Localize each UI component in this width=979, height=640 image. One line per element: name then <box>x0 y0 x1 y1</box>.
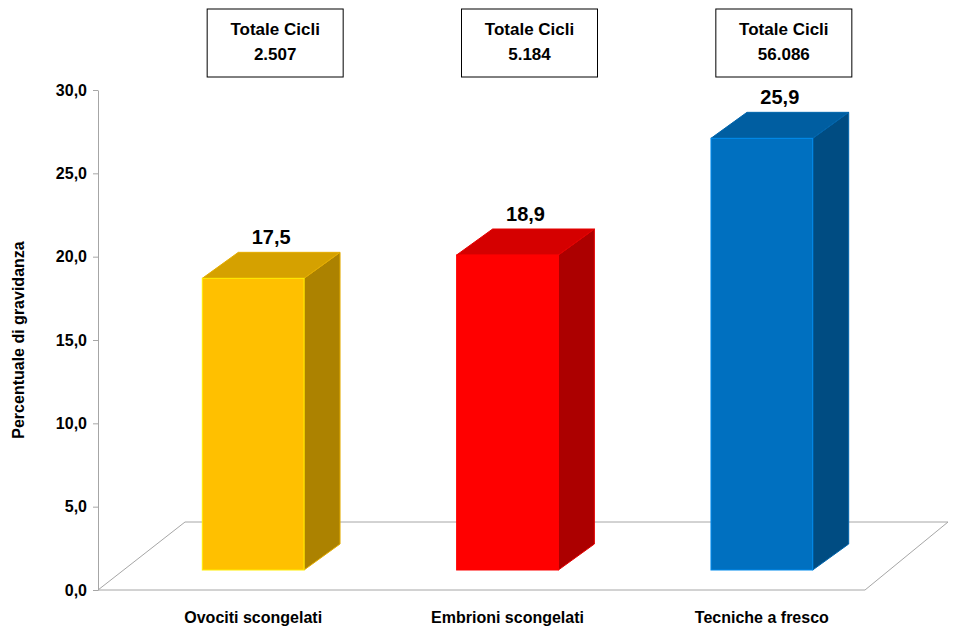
y-tick: 20,0 <box>56 248 98 265</box>
y-tick: 30,0 <box>56 82 98 99</box>
total-box: Totale Cicli 5.184 <box>462 9 598 77</box>
x-tick-label: Tecniche a fresco <box>695 609 829 626</box>
bar-side <box>304 252 340 570</box>
bar <box>457 229 595 570</box>
bar <box>711 112 849 570</box>
x-tick: Ovociti scongelati <box>184 609 322 626</box>
x-tick-label: Embrioni scongelati <box>431 609 584 626</box>
y-tick-mark <box>93 90 98 91</box>
y-tick-label: 20,0 <box>56 248 87 265</box>
total-value: 2.507 <box>254 45 297 64</box>
y-tick-mark <box>93 257 98 258</box>
total-box-frame <box>462 9 598 77</box>
total-box: Totale Cicli 2.507 <box>207 9 343 77</box>
total-value: 56.086 <box>758 45 810 64</box>
y-axis: 0,0 5,0 10,0 15,0 20,0 25,0 30,0 <box>56 82 99 599</box>
bar-top <box>711 112 849 138</box>
data-label: 17,5 <box>252 226 291 248</box>
x-tick: Embrioni scongelati <box>431 609 584 626</box>
total-box-frame <box>207 9 343 77</box>
y-tick-mark <box>93 173 98 174</box>
y-tick: 15,0 <box>56 332 98 349</box>
y-tick-mark <box>93 423 98 424</box>
bar-side <box>558 229 594 570</box>
y-tick-label: 5,0 <box>65 498 87 515</box>
total-box-frame <box>716 9 852 77</box>
y-tick: 10,0 <box>56 415 98 432</box>
y-tick-mark <box>93 590 98 591</box>
bar-front <box>711 138 813 570</box>
x-tick-label: Ovociti scongelati <box>184 609 322 626</box>
total-value: 5.184 <box>508 45 551 64</box>
total-title: Totale Cicli <box>230 20 319 39</box>
y-tick-label: 15,0 <box>56 332 87 349</box>
x-tick: Tecniche a fresco <box>695 609 829 626</box>
y-tick-mark <box>93 507 98 508</box>
bar-top <box>202 252 340 278</box>
bar-front <box>202 278 304 570</box>
y-tick-mark <box>93 340 98 341</box>
y-tick: 25,0 <box>56 165 98 182</box>
x-axis: Ovociti scongelati Embrioni scongelati Tec… <box>184 609 829 626</box>
y-tick: 0,0 <box>65 582 98 599</box>
total-title: Totale Cicli <box>485 20 574 39</box>
bars <box>202 112 848 570</box>
y-tick-label: 10,0 <box>56 415 87 432</box>
y-tick-label: 30,0 <box>56 82 87 99</box>
bar <box>202 252 340 570</box>
bar-top <box>457 229 595 255</box>
y-tick: 5,0 <box>65 498 98 515</box>
y-tick-label: 25,0 <box>56 165 87 182</box>
y-axis-title: Percentuale di gravidanza <box>10 241 27 439</box>
chart: 0,0 5,0 10,0 15,0 20,0 25,0 30,0 Percentuale di… <box>0 0 979 640</box>
bar-front <box>457 255 559 570</box>
data-label: 25,9 <box>760 86 799 108</box>
data-label: 18,9 <box>506 203 545 225</box>
y-tick-label: 0,0 <box>65 582 87 599</box>
bar-side <box>813 112 849 570</box>
y-axis-line <box>98 91 99 591</box>
total-box: Totale Cicli 56.086 <box>716 9 852 77</box>
total-title: Totale Cicli <box>739 20 828 39</box>
